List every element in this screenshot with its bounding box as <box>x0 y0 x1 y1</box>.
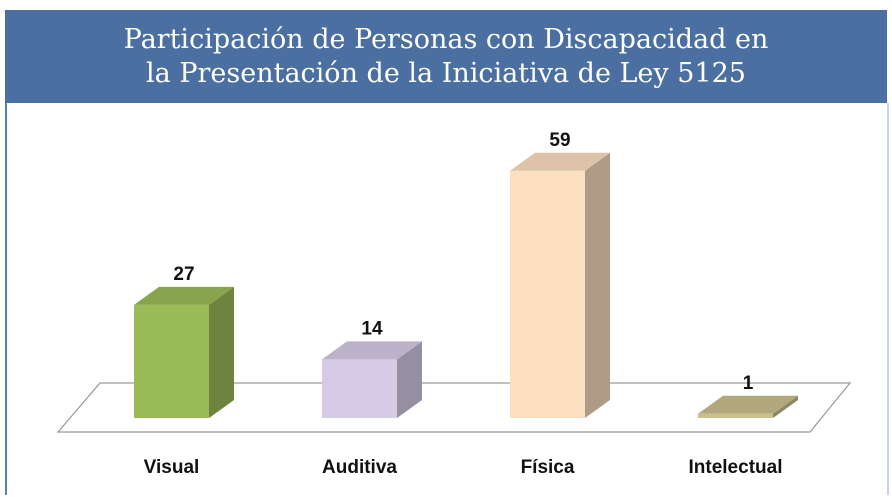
floor <box>56 382 852 433</box>
bar <box>134 304 209 418</box>
bar-side <box>209 286 234 418</box>
value-label: 14 <box>361 318 383 339</box>
frame <box>5 103 889 495</box>
value-label: 27 <box>173 264 194 285</box>
bar <box>510 170 585 418</box>
bar-top <box>698 395 798 414</box>
bar-side <box>773 395 798 418</box>
x-tick-label: Intelectual <box>689 457 783 478</box>
bar-side <box>585 152 610 419</box>
bar-top <box>510 152 610 171</box>
x-tick-label: Física <box>521 457 575 478</box>
title-banner: Participación de Personas con Discapacid… <box>5 10 887 103</box>
bar-top <box>134 286 234 305</box>
x-tick-label: Auditiva <box>322 457 397 478</box>
bar-top <box>322 341 422 360</box>
value-label: 1 <box>743 373 754 394</box>
value-label: 59 <box>549 130 570 151</box>
chart-title: Participación de Personas con Discapacid… <box>123 23 769 55</box>
bar <box>698 413 773 418</box>
bar <box>322 359 397 418</box>
x-tick-label: Visual <box>144 457 200 478</box>
chart-title: la Presentación de la Iniciativa de Ley … <box>146 57 746 89</box>
bar-side <box>397 341 422 418</box>
